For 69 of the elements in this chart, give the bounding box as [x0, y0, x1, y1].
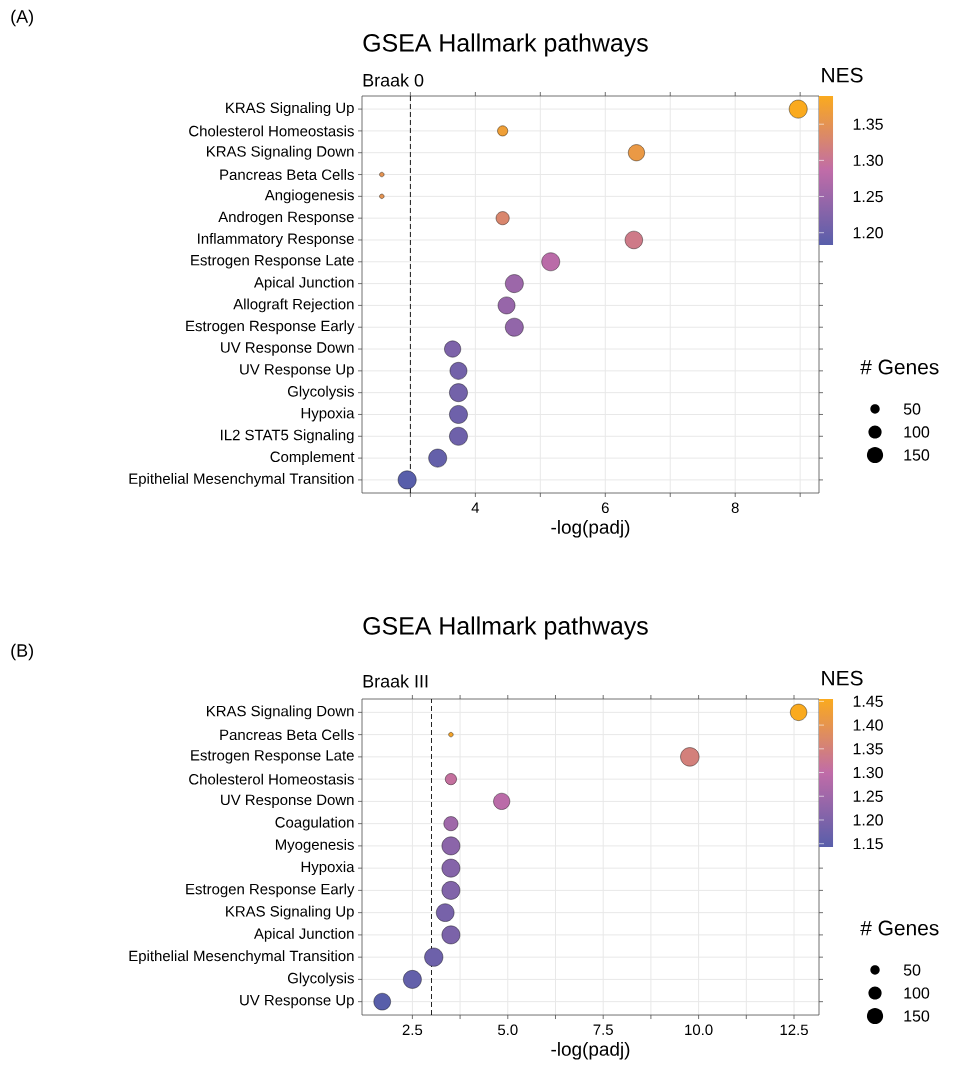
x-tick-label: 6: [601, 502, 609, 514]
y-tick-label: KRAS Signaling Down: [207, 705, 354, 720]
y-tick-label: UV Response Down: [221, 342, 354, 356]
y-tick-label: Apical Junction: [254, 276, 354, 291]
color-bar-label: 1.20: [853, 814, 883, 826]
y-tick-label: KRAS Signaling Up: [226, 102, 354, 117]
y-tick-label: Estrogen Response Late: [191, 255, 354, 269]
y-tick-label: Apical Junction: [254, 927, 354, 942]
x-axis-title: -log(padj): [551, 519, 630, 538]
legend-label: 150: [904, 1010, 930, 1022]
y-tick-label: Angiogenesis: [264, 189, 354, 204]
legend-label: 50: [903, 403, 921, 415]
chart-title: GSEA Hallmark pathways: [363, 616, 648, 640]
y-tick-label: Allograft Rejection: [233, 298, 354, 313]
y-tick-label: UV Response Down: [221, 794, 354, 809]
chart-subtitle: Braak 0: [363, 73, 424, 87]
legend-title: # Genes: [860, 359, 939, 375]
color-bar-label: 1.35: [853, 118, 883, 130]
y-tick-label: Myogenesis: [275, 838, 354, 853]
color-bar-label: 1.30: [853, 766, 883, 779]
text: (A): [11, 9, 33, 27]
x-axis-title: -log(padj): [551, 1041, 630, 1060]
color-bar-title: NES: [822, 67, 863, 83]
text: (B): [11, 643, 33, 661]
y-tick-label: Androgen Response: [218, 211, 354, 226]
color-bar-label: 1.25: [853, 790, 883, 802]
x-tick-label: 8: [731, 502, 739, 514]
y-tick-label: Pancreas Beta Cells: [220, 729, 354, 741]
color-bar-label: 1.35: [853, 743, 883, 755]
chart-subtitle: Braak III: [363, 674, 428, 688]
y-tick-label: Epithelial Mesenchymal Transition: [129, 950, 354, 965]
legend-title: # Genes: [860, 920, 939, 936]
y-tick-label: Glycolysis: [287, 972, 354, 987]
y-tick-label: Cholesterol Homeostasis: [189, 125, 354, 137]
color-bar-label: 1.45: [853, 695, 883, 707]
y-tick-label: Cholesterol Homeostasis: [189, 773, 354, 785]
y-tick-label: Epithelial Mesenchymal Transition: [129, 472, 354, 487]
y-tick-label: Estrogen Response Late: [191, 750, 354, 764]
y-tick-label: Hypoxia: [301, 407, 355, 422]
x-tick-label: 4: [471, 502, 480, 513]
y-tick-label: Estrogen Response Early: [186, 883, 355, 898]
y-tick-label: Inflammatory Response: [198, 233, 354, 247]
y-tick-label: UV Response Up: [240, 994, 354, 1009]
color-bar-title: NES: [822, 670, 863, 686]
y-tick-label: KRAS Signaling Down: [207, 145, 354, 160]
y-tick-label: UV Response Up: [240, 364, 354, 378]
color-bar-label: 1.15: [853, 838, 883, 850]
legend-label: 100: [904, 426, 930, 438]
color-bar-label: 1.30: [853, 154, 883, 167]
y-tick-label: KRAS Signaling Up: [226, 905, 354, 920]
color-bar-label: 1.25: [853, 190, 883, 203]
x-tick-label: 2.5: [402, 1024, 423, 1036]
x-tick-label: 12.5: [780, 1024, 808, 1036]
chart-title: GSEA Hallmark pathways: [363, 33, 648, 57]
x-tick-label: 10.0: [685, 1024, 713, 1036]
color-bar-label: 1.40: [853, 719, 883, 731]
y-tick-label: Coagulation: [275, 816, 354, 831]
x-tick-label: 5.0: [497, 1024, 518, 1036]
color-bar-label: 1.20: [853, 227, 883, 239]
legend-label: 100: [904, 987, 930, 999]
y-tick-label: Pancreas Beta Cells: [220, 169, 354, 181]
y-tick-label: Estrogen Response Early: [186, 320, 355, 335]
y-tick-label: IL2 STAT5 Signaling: [221, 429, 354, 444]
y-tick-label: Complement: [270, 451, 355, 466]
y-tick-label: Glycolysis: [287, 385, 354, 400]
legend-label: 150: [904, 449, 930, 461]
y-tick-label: Hypoxia: [301, 861, 355, 876]
x-tick-label: 7.5: [593, 1024, 613, 1035]
legend-label: 50: [903, 964, 921, 976]
